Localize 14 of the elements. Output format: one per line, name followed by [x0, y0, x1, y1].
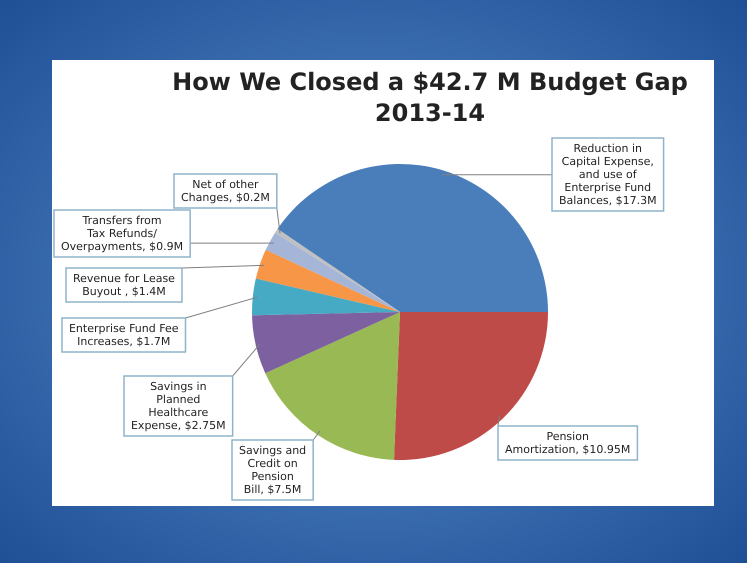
- slice-label: Savings in Planned Healthcare Expense, $2.75M: [131, 380, 226, 432]
- pie-slice: [256, 250, 400, 312]
- slice-label: Pension Amortization, $10.95M: [505, 430, 630, 456]
- slice-label: Savings and Credit on Pension Bill, $7.5M: [238, 444, 306, 496]
- slice-label: Net of other Changes, $0.2M: [180, 178, 270, 204]
- slice-label: Transfers from Tax Refunds/ Overpayments, $0.9M: [60, 214, 184, 253]
- slice-label: Enterprise Fund Fee Increases, $1.7M: [68, 322, 179, 348]
- chart-title: How We Closed a $42.7 M Budget Gap: [172, 68, 688, 96]
- slice-label: Revenue for Lease Buyout , $1.4M: [73, 272, 176, 298]
- pie-slice: [278, 164, 548, 312]
- chart-subtitle: 2013-14: [374, 99, 486, 127]
- pie-slice: [252, 312, 400, 374]
- pie-slice: [252, 278, 400, 316]
- slice-label: Reduction in Capital Expense, and use of Enterprise Fund Balances, $17.3M: [559, 142, 657, 207]
